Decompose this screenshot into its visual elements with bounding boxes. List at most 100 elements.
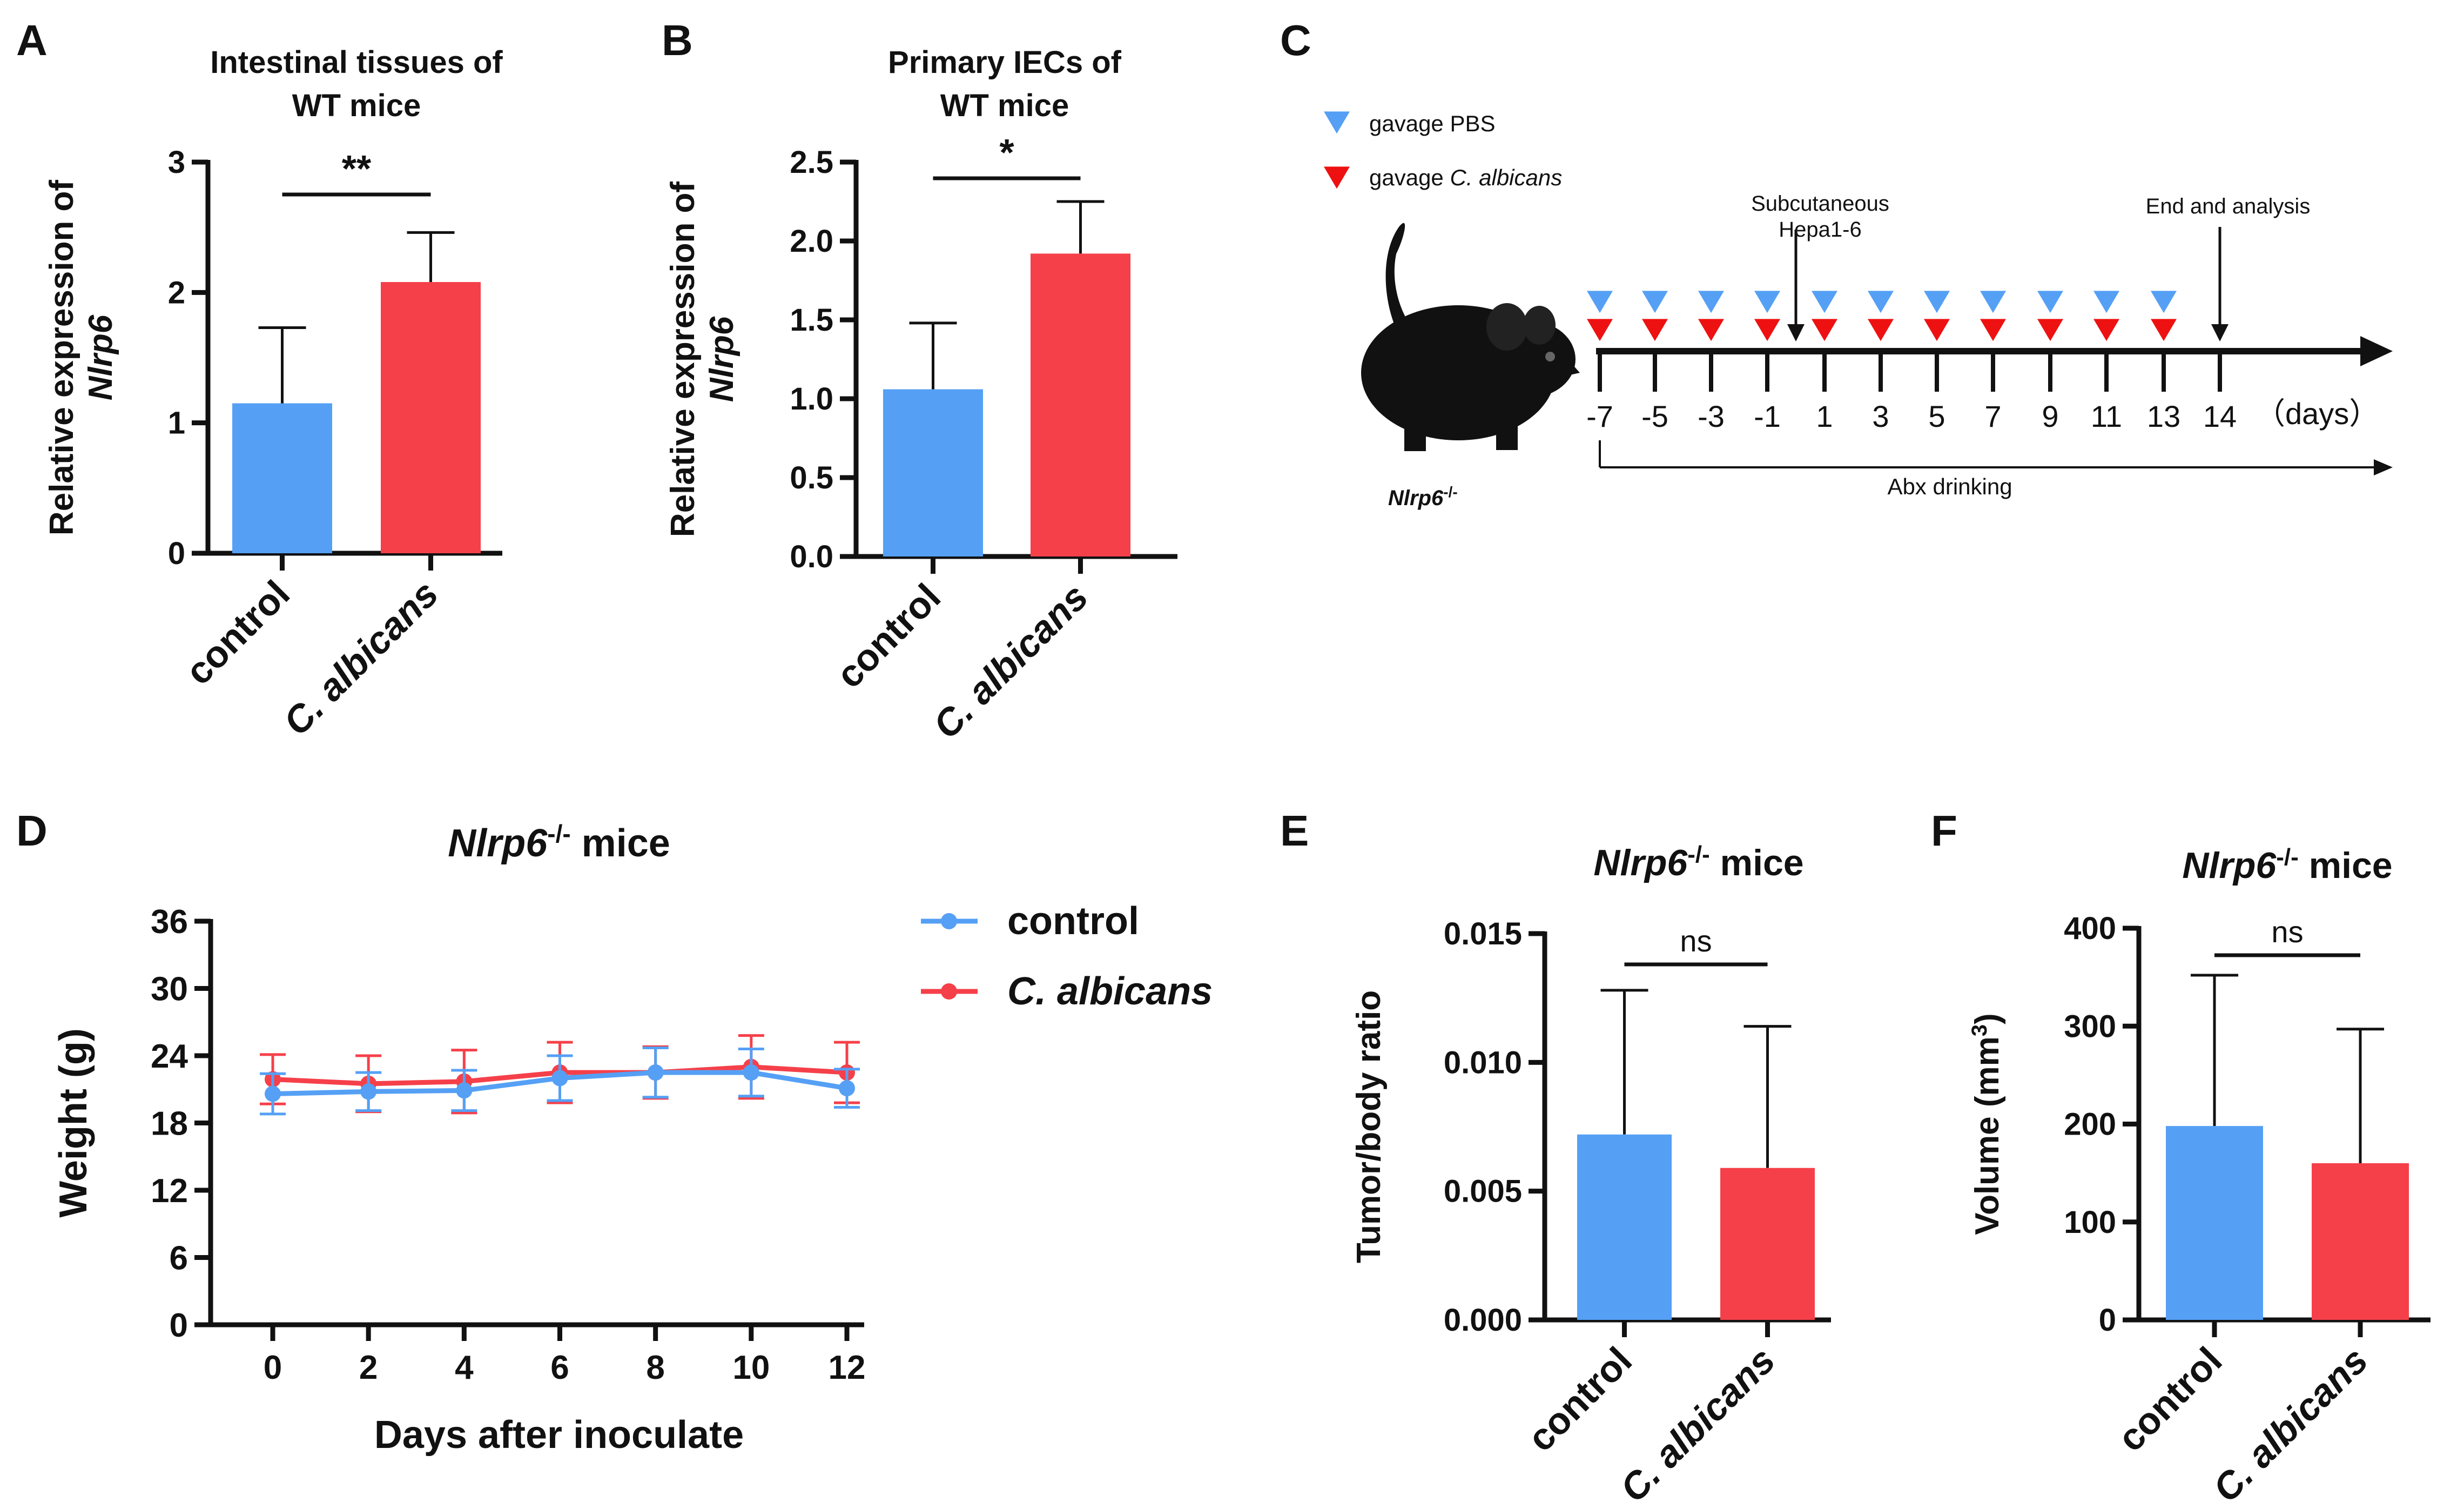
significance-label: ns <box>1680 924 1712 958</box>
gavage-albicans-marker <box>1698 319 1724 341</box>
chart-b: Primary IECs of WT mice Relative expressio… <box>664 45 1177 747</box>
gavage-pbs-marker <box>2093 291 2119 313</box>
gavage-pbs-marker <box>1754 291 1780 313</box>
bar-control <box>232 403 332 553</box>
x-tick-label: 0 <box>264 1349 282 1386</box>
chart-title: Nlrp6-/- mice <box>1593 841 1803 884</box>
gavage-pbs-marker <box>1642 291 1668 313</box>
gavage-pbs-marker <box>1868 291 1894 313</box>
day-label: 11 <box>2091 399 2122 433</box>
chart-e: Nlrp6-/- mice Tumor/body ratio 0.000 0.005 0… <box>1350 841 1831 1509</box>
mouse-label-gene: Nlrp6 <box>1388 486 1444 510</box>
title-gene: Nlrp6 <box>1593 842 1688 883</box>
title-gene: Nlrp6 <box>448 822 548 865</box>
mouse-eye <box>1545 352 1555 361</box>
y-tick-label: 3 <box>168 145 185 180</box>
gavage-albicans-marker <box>1924 319 1950 341</box>
y-label-sup: 3 <box>1968 1024 1991 1036</box>
gavage-albicans-marker <box>1812 319 1837 341</box>
y-tick-label: 200 <box>2064 1107 2116 1142</box>
y-tick-label: 0.005 <box>1444 1174 1522 1209</box>
mouse-tail <box>1385 223 1410 335</box>
days-unit: （days） <box>2255 397 2379 431</box>
significance-label: * <box>999 131 1014 173</box>
day-label: -1 <box>1754 399 1781 433</box>
y-label-line: Relative expression of <box>664 182 702 537</box>
y-tick-label: 12 <box>151 1172 188 1210</box>
y-tick-label: 2 <box>168 275 185 310</box>
bar-control <box>2166 1126 2263 1320</box>
panel-letter-e: E <box>1280 807 1309 855</box>
chart-title: Nlrp6-/- mice <box>2182 844 2392 887</box>
event-end-arrowhead <box>2211 324 2229 341</box>
panel-letter-c: C <box>1280 16 1311 64</box>
data-point <box>360 1083 377 1100</box>
y-label-line: Relative expression of <box>43 180 80 535</box>
timeline-arrowhead <box>2360 336 2393 366</box>
y-label-text: Volume (mm <box>1969 1036 2006 1235</box>
day-label: 14 <box>2203 399 2237 433</box>
y-tick-label: 0.000 <box>1444 1303 1522 1338</box>
legend-label: gavage C. albicans <box>1369 165 1562 190</box>
legend-label-species: C. albicans <box>1450 165 1562 190</box>
panel-letter-a: A <box>16 16 48 64</box>
y-tick-label: 0 <box>170 1307 188 1344</box>
bar-albicans <box>381 282 481 553</box>
y-tick-label: 18 <box>151 1105 188 1143</box>
y-tick-label: 2.5 <box>790 145 833 180</box>
y-tick-label: 0.0 <box>790 539 833 574</box>
chart-title-line: Primary IECs of <box>888 45 1122 80</box>
y-axis-label: Relative expression ofNlrp6 <box>664 182 740 537</box>
event-subcutaneous-label: Hepa1-6 <box>1779 218 1861 242</box>
x-tick-label: control <box>2110 1339 2230 1459</box>
title-sup: -/- <box>1687 841 1710 868</box>
gavage-albicans-marker <box>1868 319 1894 341</box>
gavage-albicans-marker <box>1980 319 2006 341</box>
panel-letter-b: B <box>662 16 693 64</box>
mouse-snout <box>1556 351 1580 378</box>
chart-a: Intestinal tissues of WT mice Relative exp… <box>43 45 503 743</box>
legend-label: C. albicans <box>1007 970 1213 1013</box>
y-tick-label: 0 <box>168 536 185 571</box>
title-sup: -/- <box>2276 844 2299 870</box>
data-point <box>839 1080 855 1097</box>
y-tick-label: 0.015 <box>1444 916 1522 951</box>
gavage-pbs-marker <box>1980 291 2006 313</box>
x-tick-label: 12 <box>829 1349 866 1386</box>
mouse-leg <box>1404 427 1426 451</box>
gavage-pbs-marker <box>2151 291 2177 313</box>
y-tick-label: 6 <box>170 1240 188 1277</box>
x-tick-label: control <box>1519 1339 1640 1459</box>
gavage-pbs-marker <box>2037 291 2063 313</box>
bar-albicans <box>1720 1168 1815 1320</box>
y-tick-label: 1.5 <box>790 303 833 338</box>
chart-title: Nlrp6-/- mice <box>448 820 670 865</box>
timeline-panel: gavage PBS gavage C. albicans Nlrp6-/- -7 -5… <box>1324 111 2393 510</box>
x-tick-label: 6 <box>550 1349 569 1386</box>
day-label: -3 <box>1698 399 1725 433</box>
gavage-pbs-marker <box>1587 291 1613 313</box>
gavage-albicans-marker <box>2093 319 2119 341</box>
y-label-text: Tumor/body ratio <box>1350 990 1388 1263</box>
day-label: -5 <box>1641 399 1668 433</box>
mouse-label-sup: -/- <box>1443 484 1457 500</box>
x-tick-label: 2 <box>359 1349 378 1386</box>
x-tick-label: C. albicans <box>2205 1339 2375 1509</box>
y-tick-label: 24 <box>151 1038 188 1075</box>
y-tick-label: 300 <box>2064 1009 2116 1044</box>
bar-control <box>883 389 983 556</box>
legend-label: gavage PBS <box>1369 111 1496 136</box>
chart-title-line: WT mice <box>940 88 1069 123</box>
y-tick-label: 1.0 <box>790 381 833 417</box>
gavage-pbs-marker <box>1812 291 1837 313</box>
event-subcutaneous-label: Subcutaneous <box>1751 192 1889 216</box>
day-label: 9 <box>2042 399 2058 433</box>
y-axis-label: Volume (mm3) <box>1968 1013 2006 1235</box>
gavage-albicans-marker <box>1642 319 1668 341</box>
x-tick-label: control <box>828 575 948 696</box>
chart-title-line: Intestinal tissues of <box>210 45 503 80</box>
day-label: 7 <box>1984 399 2001 433</box>
gavage-pbs-marker <box>1698 291 1724 313</box>
panel-letter-f: F <box>1931 807 1957 855</box>
y-tick-label: 0.5 <box>790 460 833 495</box>
